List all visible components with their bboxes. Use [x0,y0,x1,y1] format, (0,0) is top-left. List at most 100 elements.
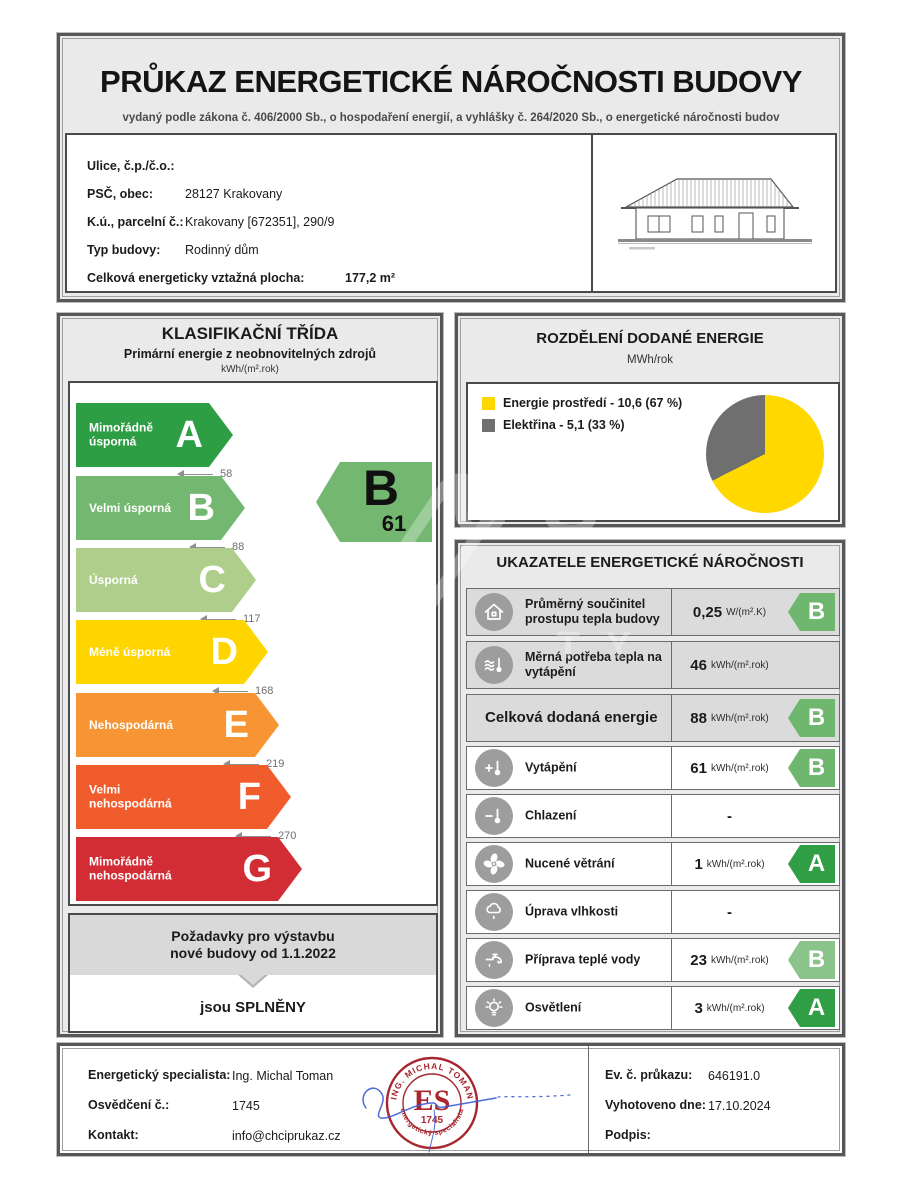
threshold-marker: 88 [189,541,244,553]
classification-subtitle: Primární energie z neobnovitelných zdroj… [123,347,377,361]
class-letter: C [198,559,226,601]
class-bar-c: Úsporná C [76,548,256,612]
footer-label: Osvědčení č.: [88,1098,170,1112]
grade-letter: B [807,704,826,731]
requirements-result: jsou SPLNĚNY [200,999,306,1016]
footer-value: info@chciprukaz.cz [232,1129,341,1143]
class-label: Velmi úsporná [89,500,172,515]
indicator-value-cell: 88 kWh/(m².rok) [672,695,787,741]
field-label: K.ú., parcelní č.: [87,215,184,229]
building-row: K.ú., parcelní č.: [87,215,184,229]
building-row: Ulice, č.p./č.o.: [87,159,175,173]
indicator-value: 23 [690,951,707,969]
grade-badge: B [788,699,835,737]
indicator-value-cell: 1 kWh/(m².rok) [672,843,787,885]
footer-value: 1745 [232,1099,260,1113]
indicators-title: UKAZATELE ENERGETICKÉ NÁROČNOSTI [496,554,804,571]
indicator-row: Průměrný součinitel prostupu tepla budov… [466,588,840,636]
cooling-icon [475,797,513,835]
svg-text:ES: ES [414,1084,451,1117]
divider [671,938,672,982]
class-scale-box: Mimořádně úsporná A 58 Velmi úsporná B 8… [68,381,438,906]
stamp-and-signature: ING. MICHAL TOMAN energetický specialist… [362,1056,571,1153]
legend-item: Elektřina - 5,1 (33 %) [482,418,625,432]
legend-item: Energie prostředí - 10,6 (67 %) [482,396,682,410]
footer-value: Ing. Michal Toman [232,1069,334,1083]
legend-label: Energie prostředí - 10,6 (67 %) [503,396,683,410]
threshold-arrow-icon [177,470,213,478]
classification-panel: KLASIFIKAČNÍ TŘÍDA Primární energie z ne… [57,313,443,1037]
footer-value: 17.10.2024 [708,1099,771,1113]
divider [671,746,672,790]
requirements-line2: nové budovy od 1.1.2022 [170,945,336,961]
indicator-row: Měrná potřeba tepla na vytápění 46 kWh/(m… [466,641,840,689]
indicator-value-cell: - [672,891,787,933]
field-value: Krakovany [672351], 290/9 [185,215,335,229]
indicator-value: 46 [690,656,707,674]
rating-value: 61 [381,511,407,537]
footer-label: Podpis: [605,1128,651,1142]
pie-chart-box: Energie prostředí - 10,6 (67 %) Elektřin… [466,382,840,522]
indicator-unit: kWh/(m².rok) [706,858,765,870]
drawing-caption [629,247,655,250]
class-label: Velmi nehospodárná [89,782,172,811]
indicator-value: - [727,807,732,825]
legend-swatch [482,396,495,410]
indicator-value-cell: 61 kWh/(m².rok) [672,747,787,789]
indicator-value-cell: 0,25 W/(m².K) [672,589,787,635]
footer-panel: Energetický specialista: Ing. Michal Tom… [57,1043,845,1156]
class-letter: F [237,776,261,818]
threshold-marker: 168 [212,685,273,697]
grade-letter: A [807,994,826,1021]
indicator-value: - [727,903,732,921]
energy-split-title: ROZDĚLENÍ DODANÉ ENERGIE [536,330,764,347]
svg-text:1745: 1745 [421,1115,444,1126]
grade-badge: B [788,593,835,631]
indicator-value: 1 [694,855,703,873]
requirements-header: Požadavky pro výstavbu nové budovy od 1.… [70,915,436,975]
divider [671,986,672,1030]
footer-label: Ev. č. průkazu: [605,1068,693,1082]
field-value: Rodinný dům [185,243,259,257]
divider [671,694,672,742]
class-bar-e: Nehospodárná E [76,693,279,757]
indicator-row: Celková dodaná energie 88 kWh/(m².rok) B [466,694,840,742]
indicator-value: 3 [694,999,703,1017]
class-bar-d: Méně úsporná D [76,620,268,684]
indicator-label: Vytápění [525,760,577,775]
indicator-value-cell: 23 kWh/(m².rok) [672,939,787,981]
indicator-unit: kWh/(m².rok) [710,954,769,966]
divider [671,641,672,689]
class-letter: B [187,487,215,529]
indicator-label: Nucené větrání [525,856,615,871]
building-row: PSČ, obec: [87,187,153,201]
building-drawing-box [591,135,839,291]
indicator-value: 0,25 [692,603,723,621]
indicator-unit: kWh/(m².rok) [710,659,769,671]
indicator-row: Nucené větrání 1 kWh/(m².rok) A [466,842,840,886]
classification-title: KLASIFIKAČNÍ TŘÍDA [161,324,339,343]
indicator-value: 88 [690,709,707,727]
heat-demand-icon [475,646,513,684]
indicators-panel: UKAZATELE ENERGETICKÉ NÁROČNOSTI Průměrn… [455,540,845,1037]
indicator-row: Osvětlení 3 kWh/(m².rok) A [466,986,840,1030]
building-row: Celková energeticky vztažná plocha: [87,271,304,285]
legend-label: Elektřina - 5,1 (33 %) [503,418,625,432]
footer-label: Vyhotoveno dne: [605,1098,706,1112]
page-title: PRŮKAZ ENERGETICKÉ NÁROČNOSTI BUDOVY [100,64,802,99]
field-value: 28127 Krakovany [185,187,283,201]
threshold-arrow-icon [235,832,271,840]
divider [671,890,672,934]
indicator-label: Chlazení [525,808,577,823]
field-label: Celková energeticky vztažná plocha: [87,271,305,285]
grade-letter: B [807,946,826,973]
indicator-label: Průměrný součinitel prostupu tepla budov… [525,597,660,626]
hot-water-icon [475,941,513,979]
indicator-value-cell: 46 kWh/(m².rok) [672,642,787,688]
class-bar-g: Mimořádně nehospodárná G [76,837,302,901]
threshold-arrow-icon [223,760,259,768]
class-label: Mimořádně úsporná [89,420,154,449]
field-label: Typ budovy: [87,243,161,257]
indicator-value-cell: 3 kWh/(m².rok) [672,987,787,1029]
